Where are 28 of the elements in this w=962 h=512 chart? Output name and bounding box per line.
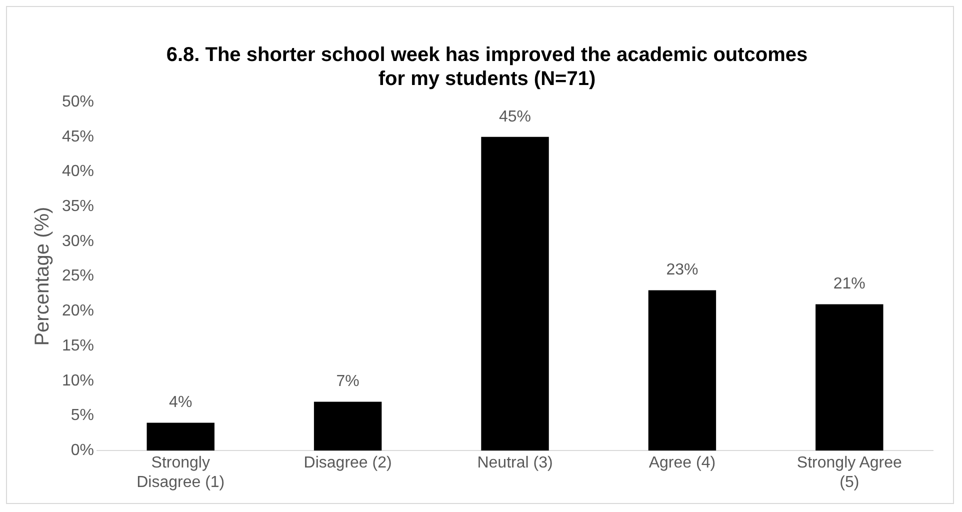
bar	[648, 290, 716, 451]
y-tick-label: 25%	[62, 268, 94, 285]
y-tick-label: 35%	[62, 198, 94, 215]
x-tick-label: Disagree (2)	[304, 454, 392, 472]
y-tick-label: 40%	[62, 163, 94, 180]
data-label: 7%	[336, 373, 360, 390]
y-tick-label: 30%	[62, 232, 94, 250]
data-label: 21%	[833, 276, 866, 293]
x-tick-label: Strongly Agree (5)	[796, 454, 902, 491]
bar	[146, 422, 214, 451]
bar	[816, 304, 884, 451]
y-tick-label: 10%	[62, 372, 94, 390]
y-tick-label: 5%	[70, 407, 94, 424]
x-tick-label: Neutral (3)	[477, 454, 553, 472]
y-tick-label: 20%	[62, 302, 94, 320]
x-tick-label: Strongly Disagree (1)	[136, 454, 225, 491]
y-tick-label: 45%	[62, 128, 94, 146]
data-label: 23%	[666, 262, 698, 279]
data-label: 4%	[169, 394, 192, 412]
y-tick-label: 15%	[62, 337, 94, 354]
bar	[314, 402, 382, 451]
y-axis-title: Percentage (%)	[32, 206, 54, 346]
x-tick-label: Agree (4)	[648, 454, 716, 472]
y-tick-label: 0%	[70, 442, 94, 460]
data-label: 45%	[498, 108, 532, 126]
y-tick-label: 50%	[62, 93, 94, 110]
chart-title: 6.8. The shorter school week has improved the academic outcomes for my students (N=71)	[165, 43, 809, 91]
bar	[481, 136, 549, 451]
